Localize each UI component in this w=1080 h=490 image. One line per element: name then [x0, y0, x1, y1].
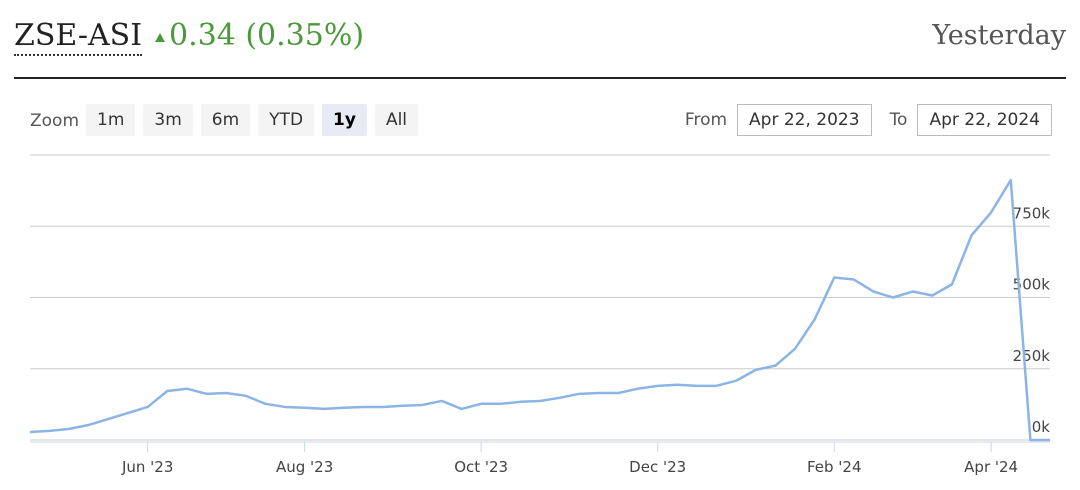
- zoom-button[interactable]: 1m: [86, 104, 136, 136]
- zoom-button[interactable]: All: [374, 104, 419, 136]
- series-line: [29, 178, 1050, 442]
- x-tick-label: Aug '23: [276, 458, 333, 476]
- zoom-label: Zoom: [30, 111, 80, 131]
- divider: [14, 77, 1066, 79]
- y-tick-label: 500k: [1013, 276, 1051, 294]
- controls: Zoom 1m 3m 6m YTD 1y All From Apr 22, 2023 To…: [30, 104, 1052, 138]
- x-tick-label: Dec '23: [629, 458, 686, 476]
- x-tick-label: Jun '23: [121, 458, 173, 476]
- from-label: From: [684, 110, 728, 130]
- range: From Apr 22, 2023 To Apr 22, 2024: [685, 104, 1052, 136]
- x-tick-label: Feb '24: [807, 458, 862, 476]
- x-tick-label: Apr '24: [964, 458, 1018, 476]
- zoom-button[interactable]: YTD: [258, 104, 315, 136]
- change: 0.34 (0.35%): [155, 18, 364, 54]
- zoom-button[interactable]: 3m: [143, 104, 193, 136]
- zoom-button[interactable]: 1y: [322, 104, 367, 136]
- to-label: To: [889, 110, 908, 130]
- zoom-buttons: 1m 3m 6m YTD 1y All: [86, 104, 419, 136]
- period: Yesterday: [932, 20, 1066, 51]
- up-arrow: [155, 32, 165, 42]
- change-value: 0.34 (0.35%): [169, 18, 365, 53]
- from-input[interactable]: Apr 22, 2023: [737, 104, 872, 136]
- y-tick-label: 0k: [1032, 418, 1051, 436]
- zoom-button[interactable]: 6m: [200, 104, 251, 136]
- symbol: ZSE-ASI: [14, 18, 143, 56]
- y-tick-label: 250k: [1013, 347, 1051, 365]
- to-input[interactable]: Apr 22, 2024: [917, 104, 1052, 136]
- y-tick-label: 750k: [1013, 204, 1051, 222]
- x-tick-label: Oct '23: [454, 458, 508, 476]
